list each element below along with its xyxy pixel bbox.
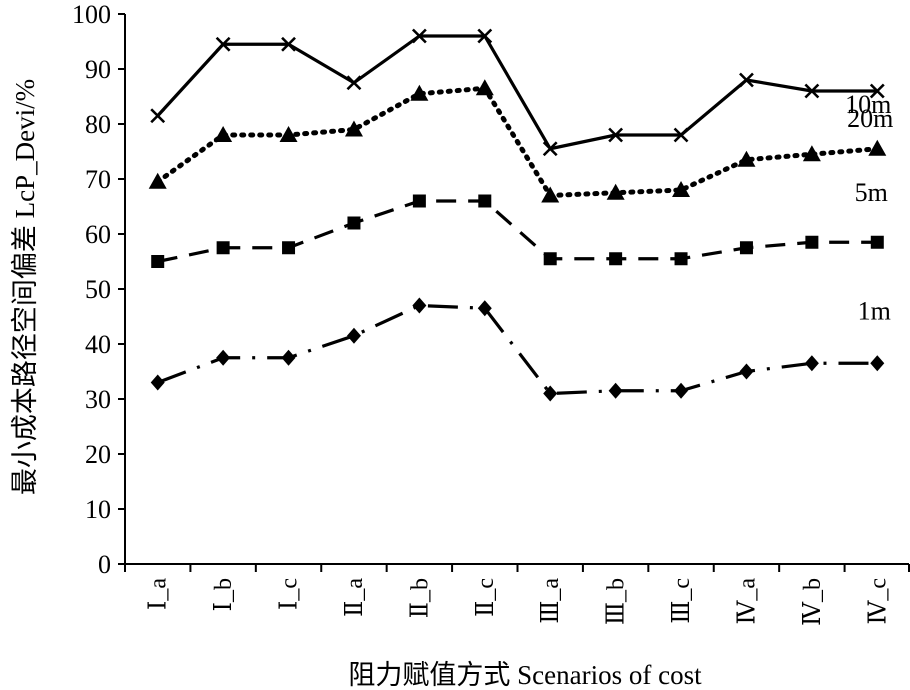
data-point-diamond bbox=[804, 355, 819, 372]
data-point-x bbox=[215, 36, 231, 52]
data-point-x bbox=[411, 28, 427, 44]
data-point-diamond bbox=[739, 363, 754, 380]
y-tick-label: 0 bbox=[98, 550, 111, 579]
series-line bbox=[157, 303, 878, 396]
series-label: 1m bbox=[858, 296, 891, 325]
x-tick-label: Ⅰ_b bbox=[211, 578, 237, 611]
x-axis: Ⅰ_a Ⅰ_b Ⅰ_c Ⅱ_a Ⅱ_b Ⅱ_c Ⅲ_a Ⅲ_b Ⅲ_c Ⅳ_a Ⅳ_b Ⅳ_c bbox=[124, 563, 910, 626]
data-point-square bbox=[870, 235, 884, 249]
data-point-square bbox=[543, 252, 557, 266]
data-point-diamond bbox=[477, 300, 492, 317]
data-point-triangle bbox=[214, 126, 233, 142]
series-line bbox=[155, 85, 880, 198]
data-point-triangle bbox=[868, 139, 887, 156]
series-line bbox=[156, 34, 878, 151]
data-point-triangle bbox=[344, 120, 363, 137]
data-point-triangle bbox=[802, 145, 821, 162]
y-tick-label: 40 bbox=[85, 330, 111, 359]
data-point-diamond bbox=[543, 385, 558, 402]
y-tick-label: 70 bbox=[85, 165, 111, 194]
data-point-square bbox=[151, 255, 165, 268]
data-point-x bbox=[804, 83, 820, 99]
data-point-diamond bbox=[346, 327, 361, 344]
series-label: 5m bbox=[855, 178, 888, 207]
data-point-x bbox=[150, 108, 166, 124]
data-point-x bbox=[608, 127, 624, 143]
data-point-triangle bbox=[475, 79, 494, 96]
series-20m: 20m bbox=[150, 28, 893, 157]
data-point-triangle bbox=[737, 150, 756, 167]
data-point-diamond bbox=[870, 355, 885, 372]
x-tick-label: Ⅱ_b bbox=[407, 578, 433, 618]
x-tick-label: Ⅳ_a bbox=[734, 578, 760, 625]
y-axis: 0 10 20 30 40 50 60 70 80 90 100 bbox=[72, 0, 126, 579]
data-point-diamond bbox=[281, 349, 296, 366]
y-tick-label: 30 bbox=[85, 385, 111, 414]
x-tick-label: Ⅰ_c bbox=[277, 578, 303, 610]
data-point-square bbox=[805, 235, 819, 249]
data-point-diamond bbox=[216, 349, 231, 366]
x-tick-label: Ⅰ_a bbox=[146, 578, 172, 610]
data-point-x bbox=[281, 36, 296, 52]
data-point-diamond bbox=[150, 374, 165, 391]
x-tick-label: Ⅱ_a bbox=[342, 578, 368, 617]
data-point-triangle bbox=[148, 172, 167, 189]
x-tick-label: Ⅳ_c bbox=[865, 578, 891, 625]
y-tick-label: 100 bbox=[72, 0, 111, 29]
series-label: 10m bbox=[845, 90, 891, 119]
data-point-square bbox=[674, 252, 688, 266]
series-5m: 5m bbox=[151, 178, 888, 268]
data-point-triangle bbox=[606, 183, 625, 200]
data-point-diamond bbox=[412, 297, 427, 314]
data-point-square bbox=[478, 194, 492, 208]
x-tick-label: Ⅲ_a bbox=[538, 578, 564, 624]
x-tick-label: Ⅲ_b bbox=[604, 578, 630, 625]
series-line bbox=[157, 199, 878, 264]
series-1m: 1m bbox=[150, 296, 891, 402]
y-tick-label: 80 bbox=[85, 110, 111, 139]
data-point-triangle bbox=[410, 84, 429, 101]
data-point-square bbox=[739, 241, 753, 255]
series-label: 20m bbox=[847, 104, 893, 133]
data-point-square bbox=[282, 241, 296, 255]
x-tick-label: Ⅱ_c bbox=[473, 578, 499, 617]
x-axis-title: 阻力赋值方式 Scenarios of cost bbox=[348, 660, 702, 690]
y-axis-title: 最小成本路径空间偏差 LcP_Devi/% bbox=[10, 79, 40, 495]
data-point-x bbox=[673, 127, 689, 143]
y-tick-label: 20 bbox=[85, 440, 111, 469]
y-tick-label: 60 bbox=[85, 220, 111, 249]
series-10m: 10m bbox=[148, 79, 891, 203]
data-point-triangle bbox=[541, 186, 560, 203]
x-tick-label: Ⅲ_c bbox=[669, 578, 695, 624]
data-point-triangle bbox=[672, 181, 691, 197]
data-point-diamond bbox=[674, 382, 689, 399]
data-point-x bbox=[542, 141, 558, 157]
data-point-square bbox=[347, 216, 361, 230]
x-tick-label: Ⅳ_b bbox=[800, 578, 826, 626]
y-tick-label: 50 bbox=[85, 275, 111, 304]
data-point-x bbox=[739, 72, 754, 88]
data-point-square bbox=[216, 241, 230, 255]
data-point-x bbox=[869, 83, 885, 99]
y-tick-label: 10 bbox=[85, 495, 111, 524]
data-point-x bbox=[346, 75, 362, 91]
y-tick-label: 90 bbox=[85, 55, 111, 84]
data-point-square bbox=[412, 194, 426, 208]
data-point-triangle bbox=[279, 126, 298, 142]
data-point-square bbox=[609, 252, 623, 266]
data-point-diamond bbox=[608, 382, 623, 399]
data-point-x bbox=[477, 28, 493, 44]
